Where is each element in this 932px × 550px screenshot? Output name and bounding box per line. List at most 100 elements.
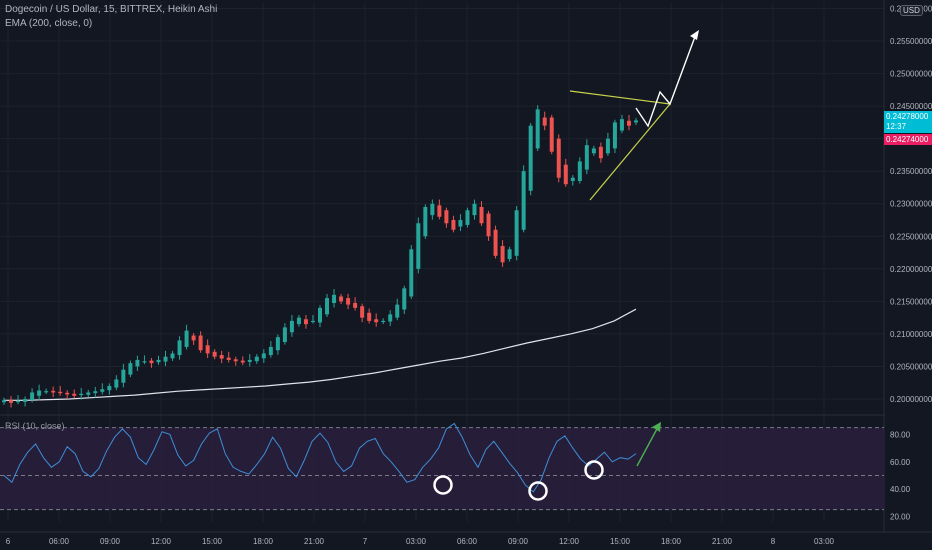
candle-body [247,359,252,362]
rsi-arrowhead [652,422,661,432]
rsi-tick-label: 20.00 [890,513,911,522]
rsi-projection-arrow [636,426,659,467]
countdown-value: 12:37 [886,122,907,131]
candle-body [332,294,337,303]
candle-body [51,390,56,393]
time-tick-label: 06:00 [457,537,478,546]
candle-body [65,392,70,395]
candle-body [556,138,561,178]
drawing-annotations [569,30,699,201]
price-tick-label: 0.23500000 [890,167,932,176]
time-tick-label: 8 [771,537,776,546]
currency-badge[interactable]: USD [900,5,923,16]
time-tick-label: 12:00 [151,537,172,546]
candle-body [275,337,280,351]
candle-body [367,312,372,321]
candle-body [493,229,498,256]
candle-body [528,125,533,191]
candle-body [303,319,308,325]
time-axis[interactable]: 6 06:00 09:00 12:00 15:00 18:00 21:00 7 03:00 06:… [6,537,835,546]
projection-arrowhead [690,30,699,40]
candle-body [514,210,519,256]
candle-body [16,400,21,403]
candle-body [542,117,547,126]
candle-body [135,359,140,367]
price-tick-label: 0.20000000 [890,395,932,404]
current-price-tag: 0.24278000 12:37 [884,111,932,133]
ema-path [4,308,637,401]
candle-body [149,360,154,364]
time-tick-label: 15:00 [202,537,223,546]
candle-body [296,317,301,325]
time-tick-label: 12:00 [559,537,580,546]
candle-body [388,314,393,322]
price-tick-label: 0.25500000 [890,37,932,46]
candle-body [535,109,540,149]
candle-body [374,319,379,323]
ema-legend[interactable]: EMA (200, close, 0) [5,18,93,29]
candle-body [325,298,330,315]
time-tick-label: 09:00 [100,537,121,546]
candle-body [451,220,456,230]
rsi-legend[interactable]: RSI (10, close) [5,421,65,431]
price-tick-label: 0.20500000 [890,362,932,371]
candle-body [402,288,407,310]
candle-body [184,330,189,347]
price-tick-label: 0.21500000 [890,297,932,306]
candle-body [584,145,589,170]
candle-body [44,391,49,393]
candle-body [437,205,442,217]
candle-body [360,306,365,318]
time-tick-label: 21:00 [304,537,325,546]
candle-body [212,351,217,357]
candle-body [346,298,351,305]
candle-body [107,385,112,391]
rsi-axis[interactable]: 80.00 60.00 40.00 20.00 [890,430,911,521]
candle-body [598,146,603,159]
candle-body [72,393,77,396]
candle-body [563,164,568,185]
candle-body [409,249,414,297]
candle-body [500,246,505,263]
candle-body [219,355,224,359]
symbol-legend[interactable]: Dogecoin / US Dollar, 15, BITTREX, Heiki… [5,4,218,15]
candlestick-series[interactable] [2,105,638,408]
price-tick-label: 0.23000000 [890,200,932,209]
candle-body [353,302,358,308]
time-tick-label: 15:00 [610,537,631,546]
time-tick-label: 18:00 [661,537,682,546]
candle-body [479,207,484,224]
candle-body [465,210,470,225]
price-axis[interactable]: 0.20000000 0.20500000 0.21000000 0.21500000… [890,5,932,404]
candle-body [521,171,526,230]
candle-body [233,359,238,362]
price-tick-label: 0.24500000 [890,102,932,111]
candle-body [226,357,231,360]
candle-body [156,359,161,363]
candle-body [177,340,182,356]
candle-body [254,356,259,362]
candle-body [458,220,463,227]
candle-body [591,148,596,154]
price-tick-label: 0.25000000 [890,70,932,79]
candle-body [395,304,400,318]
candle-body [507,249,512,260]
candle-body [423,207,428,237]
triangle-lower-trendline [589,103,671,201]
candle-body [612,122,617,149]
current-price-value: 0.24278000 [886,112,929,121]
candle-body [282,327,287,343]
time-tick-label: 7 [363,537,368,546]
candle-body [23,398,28,402]
rsi-highlight-circle [528,481,548,501]
rsi-band-fill [0,427,884,510]
price-tick-label: 0.22000000 [890,265,932,274]
candle-body [58,391,63,394]
candle-body [205,345,210,354]
candle-body [191,335,196,341]
time-tick-label: 21:00 [712,537,733,546]
candle-body [619,119,624,131]
candle-body [430,203,435,216]
candle-body [416,223,421,269]
